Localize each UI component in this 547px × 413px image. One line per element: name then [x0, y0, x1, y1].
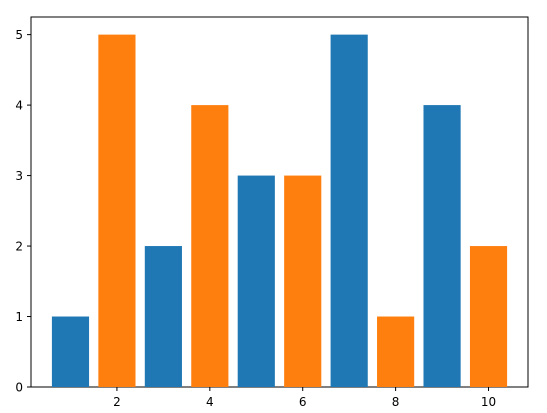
bar-8	[377, 316, 415, 387]
bar-9	[423, 105, 461, 387]
y-tick-label-2: 2	[15, 240, 23, 254]
bar-10	[469, 246, 508, 387]
x-tick-label-2: 2	[113, 395, 121, 409]
x-axis: 2 4 6 8 10	[113, 387, 496, 409]
y-tick-label-4: 4	[15, 99, 23, 113]
y-tick-label-3: 3	[15, 169, 23, 183]
bar-7	[330, 34, 368, 388]
bar-3	[144, 246, 182, 387]
bar-4	[191, 105, 229, 387]
y-tick-label-5: 5	[15, 28, 23, 42]
plot-area-frame	[30, 16, 529, 388]
bar-1	[51, 316, 90, 387]
y-axis: 0 1 2 3 4 5	[15, 28, 31, 395]
x-tick-label-8: 8	[392, 395, 400, 409]
y-tick-label-0: 0	[15, 381, 23, 395]
bar-5	[237, 175, 275, 387]
x-tick-label-4: 4	[206, 395, 214, 409]
y-tick-label-1: 1	[15, 310, 23, 324]
bar-6	[284, 175, 322, 387]
x-tick-label-6: 6	[299, 395, 307, 409]
bars-group	[51, 34, 508, 388]
x-tick-label-10: 10	[481, 395, 496, 409]
bar-2	[98, 34, 136, 388]
